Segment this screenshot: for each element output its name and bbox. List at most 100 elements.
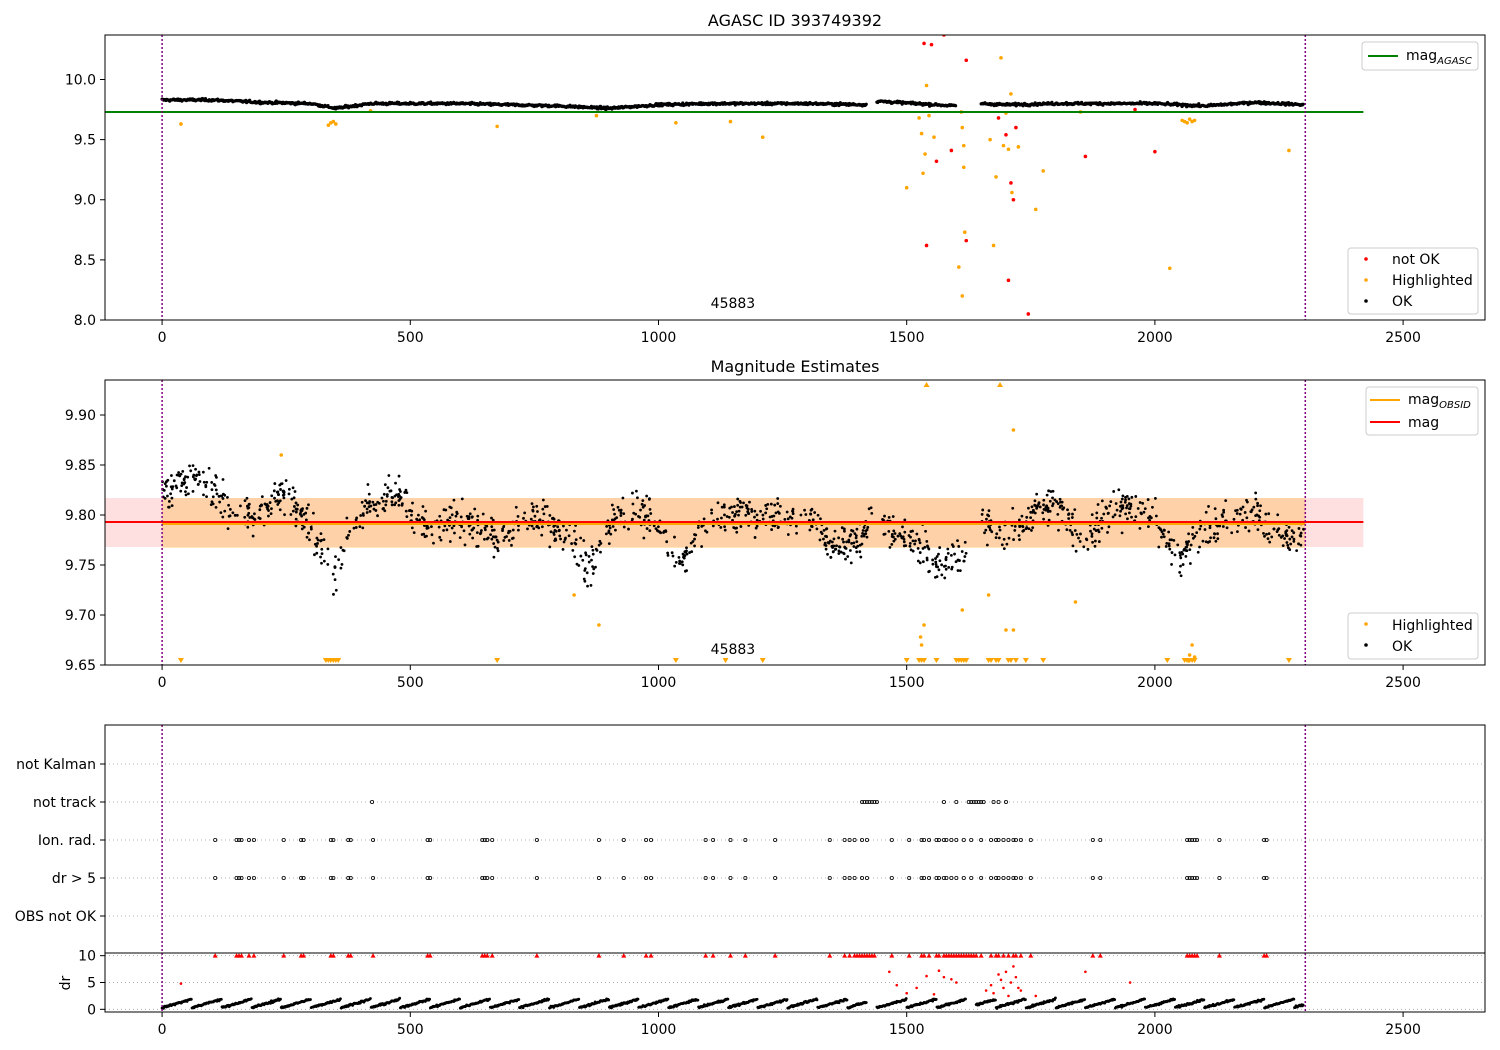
- ok-point: [418, 518, 422, 522]
- axes-frame: [104, 379, 1486, 666]
- dr-ok-point: [964, 997, 967, 1001]
- ok-point: [1048, 509, 1052, 513]
- dr-ok-point: [815, 998, 819, 1002]
- ok-point: [908, 541, 912, 545]
- ok-point: [320, 561, 323, 565]
- ok-point: [1184, 554, 1188, 558]
- ok-point: [1138, 501, 1142, 504]
- ok-point: [502, 539, 506, 542]
- ok-point: [842, 527, 846, 531]
- dr-capped-marker: [370, 953, 376, 958]
- ok-point: [468, 532, 472, 536]
- ok-point: [648, 497, 651, 501]
- ok-point: [693, 544, 696, 548]
- clipped-low-marker: [903, 658, 910, 663]
- ok-point: [251, 534, 255, 538]
- ok-point: [1091, 540, 1094, 544]
- ion-rad-marker: [1192, 838, 1197, 843]
- ok-point: [1086, 547, 1090, 551]
- ok-point: [898, 532, 902, 535]
- dr-gt-5-marker: [251, 876, 256, 881]
- not-track-marker: [954, 800, 959, 805]
- ok-point: [400, 502, 404, 506]
- ok-point: [567, 534, 571, 538]
- ok-point: [1075, 533, 1079, 536]
- ok-point: [1267, 512, 1271, 516]
- ok-point: [390, 496, 394, 499]
- dr-high-point: [925, 974, 928, 978]
- ok-point: [1102, 512, 1106, 516]
- x-tick-label: 1000: [641, 675, 677, 691]
- ok-point: [300, 527, 304, 531]
- ok-point: [649, 512, 653, 515]
- ok-point: [700, 524, 704, 528]
- x-tick-label: 1000: [641, 330, 677, 346]
- ok-point: [670, 551, 674, 555]
- dr-high-point: [997, 973, 1000, 976]
- dr-ok-point: [577, 997, 581, 1001]
- ok-point: [182, 482, 186, 486]
- ok-point: [492, 542, 496, 545]
- ok-point: [381, 507, 385, 511]
- ok-point: [682, 556, 686, 560]
- ok-point: [777, 525, 780, 529]
- ion-rad-marker: [534, 838, 539, 843]
- ok-point: [214, 488, 218, 492]
- ok-point: [163, 496, 167, 500]
- ok-point: [790, 516, 794, 520]
- highlighted-point: [961, 165, 966, 170]
- ok-point: [631, 502, 635, 506]
- ok-point: [205, 480, 209, 484]
- ok-point: [298, 512, 302, 515]
- ok-point: [579, 554, 583, 558]
- ok-point: [1073, 529, 1077, 532]
- ok-point: [1218, 524, 1222, 528]
- highlighted-point: [924, 83, 929, 88]
- ok-point: [221, 497, 225, 500]
- ok-point: [860, 534, 864, 538]
- ok-point: [1020, 514, 1024, 518]
- not-track-marker: [966, 800, 971, 805]
- dr-gt-5-marker: [847, 876, 852, 881]
- ok-point: [393, 503, 397, 507]
- ok-point: [290, 497, 294, 501]
- ok-point: [958, 569, 962, 573]
- ok-point: [720, 505, 724, 509]
- dr-capped-marker: [703, 953, 709, 958]
- highlighted-point: [1287, 148, 1291, 153]
- ok-point: [531, 508, 535, 512]
- ok-point: [849, 561, 853, 565]
- ok-point: [1172, 538, 1176, 542]
- ok-point: [666, 551, 670, 555]
- ok-point: [1147, 516, 1150, 520]
- legend-box: [1361, 41, 1479, 71]
- highlighted-point: [994, 175, 998, 179]
- ok-point: [191, 489, 195, 493]
- ok-point: [1114, 502, 1118, 505]
- ok-point: [911, 539, 915, 543]
- ok-point: [577, 564, 581, 567]
- ok-point: [685, 569, 688, 572]
- dr-capped-marker: [936, 953, 942, 958]
- highlighted-point: [1011, 628, 1016, 632]
- ok-point: [1164, 545, 1168, 548]
- ok-point: [1162, 528, 1166, 532]
- ok-point: [1127, 497, 1131, 501]
- dr-gt-5-marker: [936, 876, 941, 881]
- ok-point: [804, 513, 808, 516]
- ok-point: [204, 483, 208, 487]
- ok-point: [1143, 507, 1147, 511]
- ok-point: [918, 551, 922, 554]
- ok-point: [399, 496, 403, 499]
- dr-capped-marker: [1090, 953, 1096, 958]
- ok-point: [460, 497, 464, 501]
- ok-point: [170, 504, 174, 508]
- legend-swatch: [1364, 257, 1368, 261]
- ok-point: [532, 527, 536, 531]
- ok-point: [322, 538, 326, 542]
- ok-point: [822, 537, 825, 541]
- ok-point: [918, 541, 922, 545]
- ion-rad-marker: [1098, 838, 1103, 843]
- ok-point: [728, 506, 732, 510]
- not-track-marker: [370, 800, 375, 805]
